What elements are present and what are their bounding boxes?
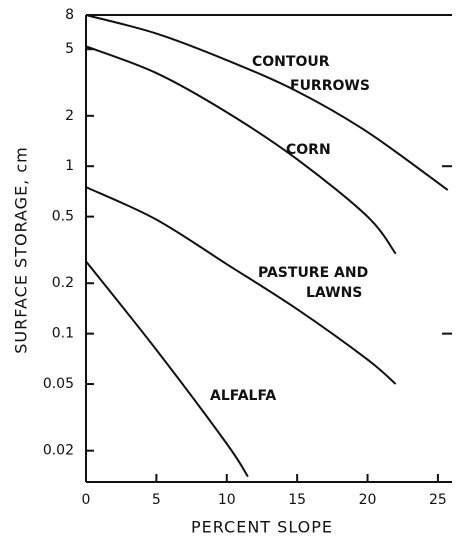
- curve-label: CONTOUR: [252, 54, 330, 70]
- series-line: [85, 260, 249, 478]
- x-axis-label: PERCENT SLOPE: [191, 518, 333, 537]
- series-line: [85, 14, 449, 191]
- y-tick-label: 1: [65, 158, 74, 174]
- y-tick-label: 0.05: [43, 376, 74, 392]
- x-tick-label: 25: [429, 492, 447, 508]
- y-tick-label: 0.1: [52, 326, 74, 342]
- x-tick-label: 10: [218, 492, 236, 508]
- y-tick-label: 5: [65, 41, 74, 57]
- x-tick-label: 5: [152, 492, 161, 508]
- curve-label: FURROWS: [290, 78, 370, 94]
- y-tick-label: 0.02: [43, 443, 74, 459]
- y-axis-label: SURFACE STORAGE, cm: [12, 146, 31, 353]
- curve-label: CORN: [286, 142, 331, 158]
- curve-label: ALFALFA: [210, 388, 276, 404]
- curve-label: LAWNS: [306, 285, 362, 301]
- y-tick-label: 0.2: [52, 275, 74, 291]
- x-tick-label: 20: [359, 492, 377, 508]
- y-tick-label: 8: [65, 7, 74, 23]
- y-tick-label: 2: [65, 108, 74, 124]
- series-line: [85, 186, 397, 385]
- series-line: [85, 45, 397, 255]
- curve-label: PASTURE AND: [258, 265, 368, 281]
- y-tick-label: 0.5: [52, 209, 74, 225]
- x-tick-label: 0: [82, 492, 91, 508]
- x-tick-label: 15: [288, 492, 306, 508]
